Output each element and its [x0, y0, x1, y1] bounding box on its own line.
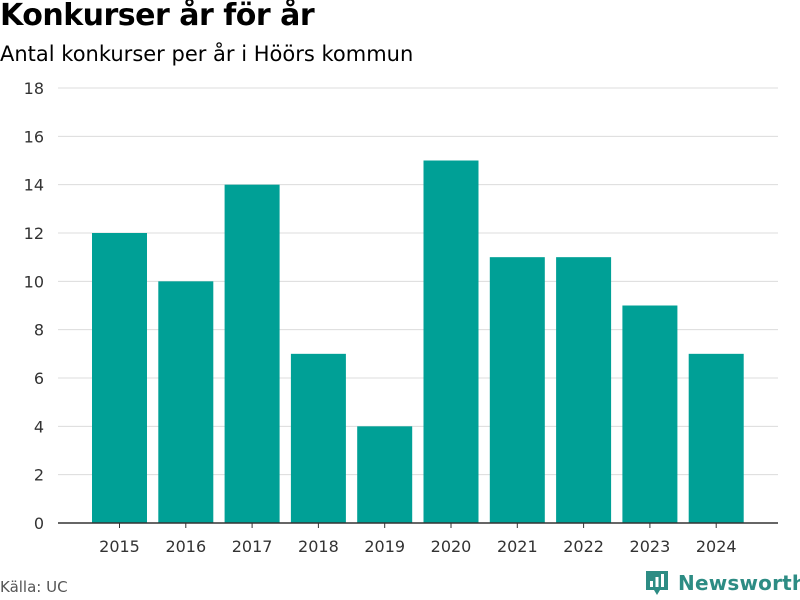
chart-subtitle: Antal konkurser per år i Höörs kommun — [0, 42, 414, 66]
brand-name: Newsworthy — [678, 571, 800, 595]
y-tick-label: 0 — [34, 514, 44, 533]
bar-2024 — [688, 353, 744, 523]
bar-2017 — [224, 184, 280, 523]
x-tick-label: 2018 — [298, 537, 339, 556]
brand-logo: Newsworthy — [644, 568, 800, 598]
y-tick-label: 14 — [24, 176, 44, 195]
x-tick-label: 2019 — [364, 537, 405, 556]
bar-2015 — [92, 233, 147, 523]
bar-2016 — [158, 281, 214, 523]
bar-2018 — [290, 353, 346, 523]
y-tick-label: 16 — [24, 127, 44, 146]
newsworthy-logo-icon — [646, 571, 668, 595]
y-tick-label: 12 — [24, 224, 44, 243]
y-tick-label: 4 — [34, 417, 44, 436]
source-note: Källa: UC — [0, 578, 68, 596]
bar-2023 — [622, 305, 678, 523]
x-tick-label: 2021 — [497, 537, 538, 556]
bar-2021 — [489, 257, 545, 523]
y-tick-label: 2 — [34, 466, 44, 485]
y-tick-label: 6 — [34, 369, 44, 388]
x-tick-label: 2020 — [431, 537, 472, 556]
y-tick-label: 8 — [34, 321, 44, 340]
x-tick-label: 2022 — [563, 537, 604, 556]
y-tick-label: 10 — [24, 272, 44, 291]
x-tick-label: 2024 — [696, 537, 737, 556]
bar-2019 — [357, 426, 413, 523]
x-tick-label: 2015 — [99, 537, 140, 556]
bar-2020 — [423, 160, 479, 523]
bar-2022 — [556, 257, 612, 523]
x-tick-label: 2023 — [630, 537, 671, 556]
x-tick-label: 2016 — [165, 537, 206, 556]
y-tick-label: 18 — [24, 79, 44, 98]
x-tick-label: 2017 — [232, 537, 273, 556]
chart-title: Konkurser år för år — [0, 0, 315, 33]
